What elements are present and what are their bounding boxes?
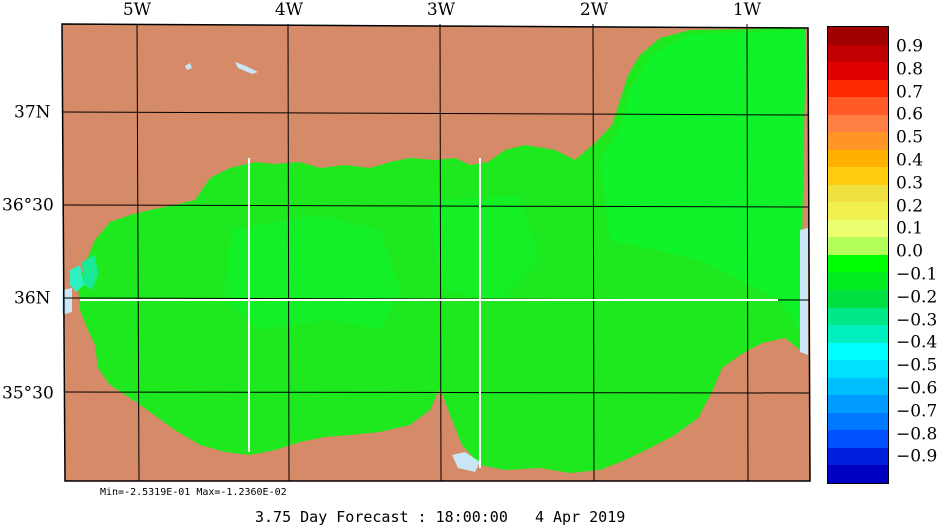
color-legend-swatch xyxy=(828,430,888,448)
strait-patch xyxy=(82,255,98,290)
color-legend-swatch xyxy=(828,219,888,238)
color-legend-swatch xyxy=(828,325,888,343)
color-legend-swatch xyxy=(828,167,888,185)
color-legend-swatch xyxy=(828,289,888,308)
color-legend-swatch xyxy=(828,132,888,150)
lon-label-5w: 5W xyxy=(122,0,152,20)
water-light xyxy=(452,452,480,472)
transects xyxy=(80,158,778,468)
lon-label-2w: 2W xyxy=(579,0,609,20)
color-legend-swatch xyxy=(828,97,888,115)
color-legend-swatch xyxy=(828,272,888,290)
lon-label-1w: 1W xyxy=(732,0,762,20)
color-legend-label: −0.7 xyxy=(896,401,938,422)
color-legend-label: −0.2 xyxy=(896,287,938,308)
lon-label-3w: 3W xyxy=(426,0,456,20)
color-legend-label: 0.6 xyxy=(896,104,924,125)
color-legend-swatch xyxy=(828,27,888,45)
color-legend-swatch xyxy=(828,412,888,431)
color-legend-label: 0.7 xyxy=(896,82,924,103)
color-legend-swatch xyxy=(828,202,888,220)
strait-patch xyxy=(70,265,84,292)
forecast-caption: 3.75 Day Forecast : 18:00:00 4 Apr 2019 xyxy=(255,508,626,526)
water-light xyxy=(185,62,258,74)
color-legend-label: 0.2 xyxy=(896,196,924,217)
sea xyxy=(78,28,806,473)
color-legend-label: −0.8 xyxy=(896,424,938,445)
color-legend-swatch xyxy=(828,342,888,361)
color-legend-label: −0.3 xyxy=(896,310,938,331)
color-legend-swatch xyxy=(828,184,888,203)
color-legend-swatch xyxy=(828,44,888,63)
lon-label-4w: 4W xyxy=(274,0,304,20)
sea-band xyxy=(430,195,540,300)
color-legend-label: −0.4 xyxy=(896,332,938,353)
color-legend-label: 0.4 xyxy=(896,150,924,171)
color-legend-swatch xyxy=(828,237,888,255)
color-legend-label: 0.5 xyxy=(896,127,924,148)
color-legend-swatch xyxy=(828,254,888,273)
color-legend xyxy=(827,26,889,484)
color-legend-label: 0.9 xyxy=(896,36,924,57)
lat-label-36-30: 36°30 xyxy=(2,195,54,216)
color-legend-label: −0.5 xyxy=(896,355,938,376)
color-legend-swatch xyxy=(828,395,888,413)
color-legend-swatch xyxy=(828,79,888,98)
min-max-stats: Min=-2.5319E-01 Max=-1.2360E-02 xyxy=(100,487,287,498)
color-legend-label: 0.1 xyxy=(896,218,924,239)
color-legend-swatch xyxy=(828,149,888,168)
map-frame xyxy=(61,23,811,482)
color-legend-label: 0.8 xyxy=(896,59,924,80)
color-legend-label: −0.9 xyxy=(896,446,938,467)
sea-band xyxy=(225,215,400,330)
color-legend-swatch xyxy=(828,114,888,133)
color-legend-label: −0.1 xyxy=(896,264,938,285)
color-legend-label: 0.0 xyxy=(896,241,924,262)
color-legend-swatch xyxy=(828,447,888,466)
color-legend-swatch xyxy=(828,465,888,483)
sea-band xyxy=(600,30,806,330)
color-legend-swatch xyxy=(828,62,888,80)
color-legend-swatch xyxy=(828,307,888,326)
lat-label-36n: 36N xyxy=(14,288,51,309)
lat-label-35-30: 35°30 xyxy=(2,383,54,404)
lat-label-37n: 37N xyxy=(14,102,51,123)
color-legend-swatch xyxy=(828,360,888,378)
color-legend-label: −0.6 xyxy=(896,378,938,399)
color-legend-swatch xyxy=(828,377,888,396)
color-legend-label: 0.3 xyxy=(896,173,924,194)
water-light xyxy=(800,228,808,355)
